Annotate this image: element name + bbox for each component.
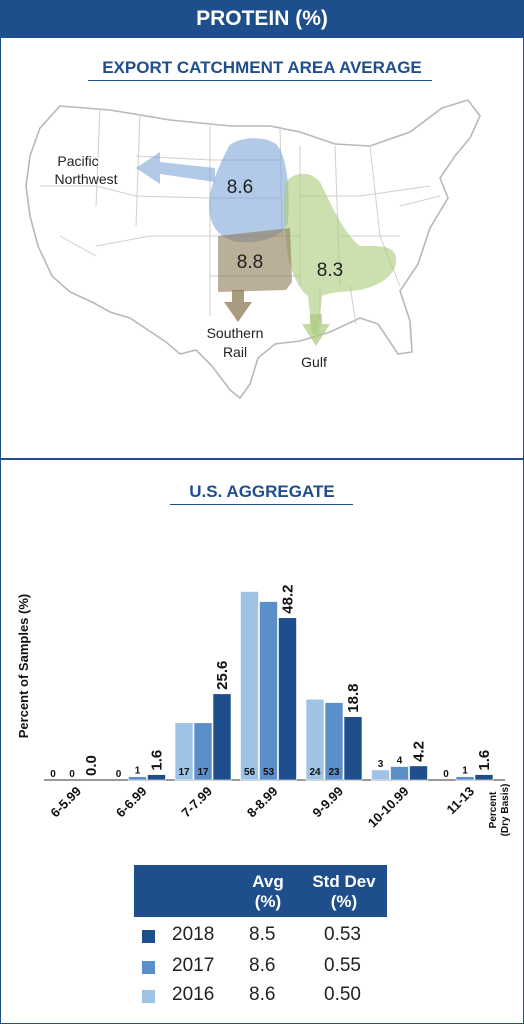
bar-2018-11-13 xyxy=(474,774,494,781)
legend-row-2018: 2018 8.5 0.53 xyxy=(134,921,387,952)
section-divider xyxy=(0,458,524,460)
legend-avg: 8.5 xyxy=(249,924,276,945)
y-axis-label: Percent of Samples (%) xyxy=(16,594,31,739)
rail-value: 8.8 xyxy=(237,252,263,273)
data-label-2016-6-6.99: 0 xyxy=(116,769,122,780)
x-axis-label-line1: Percent xyxy=(488,791,499,828)
avg-header-line2: (%) xyxy=(254,892,282,911)
rail-arrow xyxy=(224,290,252,322)
bars-group: 0 0 0.0 6-5.99 0 1 1.6 6-6.99 17 17 25.6 7-7.99 56 53… xyxy=(47,585,494,831)
chart-title-underline xyxy=(170,504,353,505)
data-label-2018-9-9.99: 18.8 xyxy=(345,684,362,713)
chart-title: U.S. AGGREGATE xyxy=(189,482,335,501)
rail-region xyxy=(218,228,292,292)
bar-2016-10-10.99 xyxy=(371,769,390,781)
rail-label-line2: Rail xyxy=(223,344,247,360)
legend-header: Avg (%) Std Dev (%) xyxy=(134,865,387,917)
bar-2017-8-8.99 xyxy=(259,601,278,781)
pnw-label-line2: Northwest xyxy=(54,171,117,187)
tick-label-10-10.99: 10-10.99 xyxy=(365,784,412,831)
map-title: EXPORT CATCHMENT AREA AVERAGE xyxy=(102,58,422,77)
tick-label-6-5.99: 6-5.99 xyxy=(47,784,84,821)
legend-swatch-2017 xyxy=(142,961,155,974)
bar-2016-8-8.99 xyxy=(240,591,259,781)
pnw-label-line1: Pacific xyxy=(57,153,98,169)
bar-2017-9-9.99 xyxy=(324,702,344,781)
tick-label-9-9.99: 9-9.99 xyxy=(309,784,346,821)
gulf-value: 8.3 xyxy=(317,260,343,281)
legend-year: 2017 xyxy=(172,955,215,976)
us-aggregate-chart: Percent of Samples (%) Percent (Dry Basi… xyxy=(16,585,511,837)
data-label-2018-11-13: 1.6 xyxy=(476,750,493,771)
gulf-arrow xyxy=(302,314,330,346)
data-label-2017-10-10.99: 4 xyxy=(397,756,403,767)
header-bar: PROTEIN (%) xyxy=(0,0,524,38)
tick-label-11-13: 11-13 xyxy=(444,784,478,818)
tick-label-8-8.99: 8-8.99 xyxy=(244,784,281,821)
data-label-2017-7-7.99: 17 xyxy=(197,767,209,778)
gulf-label: Gulf xyxy=(301,354,327,370)
data-label-2016-11-13: 0 xyxy=(443,769,449,780)
tick-label-7-7.99: 7-7.99 xyxy=(178,784,215,821)
legend-sd: 0.53 xyxy=(324,924,361,945)
legend-row-2017: 2017 8.6 0.55 xyxy=(134,952,387,983)
avg-header-line1: Avg xyxy=(252,872,284,891)
data-label-2016-8-8.99: 56 xyxy=(244,767,256,778)
data-label-2017-6-5.99: 0 xyxy=(69,769,75,780)
bar-2017-10-10.99 xyxy=(390,766,409,781)
pnw-region xyxy=(209,138,289,243)
page-title: PROTEIN (%) xyxy=(196,7,328,30)
map-title-underline xyxy=(88,80,432,81)
sd-header-line2: (%) xyxy=(330,892,358,911)
data-label-2018-6-6.99: 1.6 xyxy=(149,750,166,771)
pnw-value: 8.6 xyxy=(227,177,253,198)
data-label-2018-8-8.99: 48.2 xyxy=(280,585,297,614)
rail-label-line1: Southern xyxy=(207,325,264,341)
gulf-region xyxy=(283,173,397,334)
bar-2018-9-9.99 xyxy=(343,716,363,781)
bar-2018-10-10.99 xyxy=(409,765,428,781)
legend-sd: 0.55 xyxy=(324,955,361,976)
bar-2016-7-7.99 xyxy=(174,722,194,781)
legend-avg: 8.6 xyxy=(249,955,276,976)
bar-2016-9-9.99 xyxy=(305,698,325,781)
data-label-2016-9-9.99: 24 xyxy=(309,767,321,778)
data-label-2016-7-7.99: 17 xyxy=(178,767,190,778)
legend-row-2016: 2016 8.6 0.50 xyxy=(134,981,387,1012)
legend-avg: 8.6 xyxy=(249,984,276,1005)
data-label-2018-7-7.99: 25.6 xyxy=(214,661,231,690)
data-label-2018-10-10.99: 4.2 xyxy=(411,741,428,762)
data-label-2017-11-13: 1 xyxy=(462,766,468,777)
legend-year: 2016 xyxy=(172,984,215,1005)
data-label-2017-6-6.99: 1 xyxy=(135,766,141,777)
legend-sd: 0.50 xyxy=(324,984,361,1005)
data-label-2016-6-5.99: 0 xyxy=(50,769,56,780)
bar-2018-8-8.99 xyxy=(278,617,297,781)
pnw-arrow xyxy=(136,152,215,184)
bar-2018-6-6.99 xyxy=(147,774,166,781)
bar-2017-7-7.99 xyxy=(193,722,213,781)
data-label-2017-9-9.99: 23 xyxy=(328,767,340,778)
tick-label-6-6.99: 6-6.99 xyxy=(113,784,150,821)
sd-header-line1: Std Dev xyxy=(312,872,376,891)
us-map: 8.6 8.3 8.8 Pacific Northwest Southern R… xyxy=(25,99,481,400)
data-label-2016-10-10.99: 3 xyxy=(378,759,384,770)
legend-swatch-2016 xyxy=(142,990,155,1003)
data-label-2018-6-5.99: 0.0 xyxy=(83,755,100,776)
bar-2018-7-7.99 xyxy=(212,693,232,781)
data-label-2017-8-8.99: 53 xyxy=(263,767,275,778)
legend-year: 2018 xyxy=(172,924,215,945)
legend-table: Avg (%) Std Dev (%) 2018 8.5 0.53 2017 8… xyxy=(134,865,387,1010)
legend-swatch-2018 xyxy=(142,930,155,943)
x-axis-label-line2: (Dry Basis) xyxy=(500,784,511,837)
bar-2017-11-13 xyxy=(455,776,475,781)
bar-2017-6-6.99 xyxy=(128,776,147,781)
